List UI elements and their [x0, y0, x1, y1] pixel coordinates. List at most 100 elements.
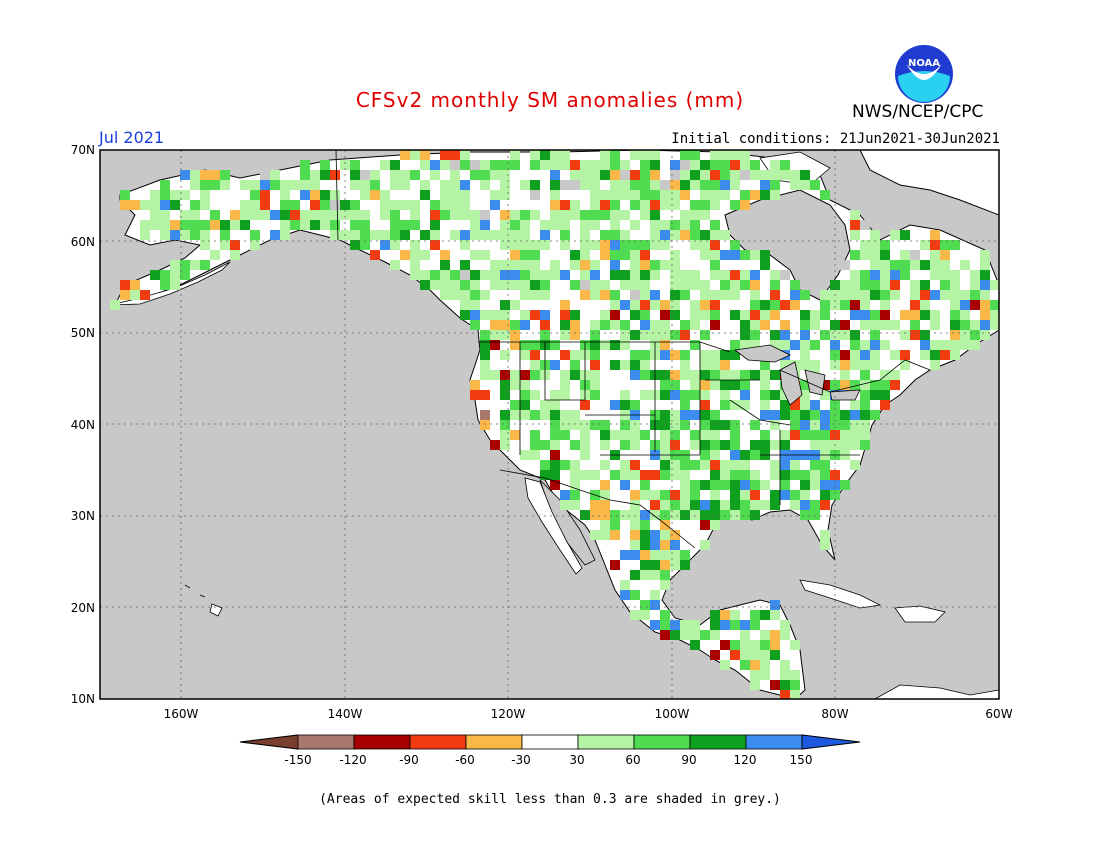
anomaly-cell: [460, 160, 470, 170]
lon-label: 60W: [985, 707, 1012, 721]
anomaly-cell: [820, 420, 830, 430]
anomaly-cell: [850, 350, 860, 360]
anomaly-cell: [550, 420, 560, 430]
anomaly-cell: [320, 160, 330, 170]
anomaly-cell: [720, 660, 730, 670]
anomaly-cell: [200, 190, 210, 200]
anomaly-cell: [660, 490, 670, 500]
colorbar-swatch: [465, 734, 523, 750]
anomaly-cell: [440, 290, 450, 300]
anomaly-cell: [160, 210, 170, 220]
lat-label: 40N: [71, 418, 95, 432]
anomaly-cell: [360, 240, 370, 250]
anomaly-cell: [360, 210, 370, 220]
anomaly-cell: [680, 360, 690, 370]
anomaly-cell: [200, 200, 210, 210]
anomaly-cell: [730, 370, 740, 380]
anomaly-cell: [620, 250, 630, 260]
anomaly-cell: [850, 250, 860, 260]
anomaly-cell: [440, 210, 450, 220]
initial-conditions-label: Initial conditions: 21Jun2021-30Jun2021: [671, 131, 1000, 147]
anomaly-cell: [360, 190, 370, 200]
anomaly-cell: [880, 310, 890, 320]
anomaly-cell: [580, 160, 590, 170]
anomaly-cell: [750, 160, 760, 170]
anomaly-cell: [820, 500, 830, 510]
anomaly-cell: [710, 610, 720, 620]
anomaly-cell: [680, 180, 690, 190]
anomaly-cell: [570, 310, 580, 320]
anomaly-cell: [710, 500, 720, 510]
anomaly-cell: [710, 150, 720, 160]
anomaly-cell: [520, 180, 530, 190]
anomaly-cell: [620, 510, 630, 520]
colorbar: [239, 734, 861, 750]
anomaly-cell: [580, 280, 590, 290]
anomaly-cell: [240, 210, 250, 220]
anomaly-cell: [890, 370, 900, 380]
anomaly-cell: [820, 490, 830, 500]
anomaly-cell: [900, 350, 910, 360]
anomaly-cell: [380, 230, 390, 240]
anomaly-cell: [660, 300, 670, 310]
anomaly-cell: [970, 300, 980, 310]
anomaly-cell: [500, 220, 510, 230]
anomaly-cell: [680, 350, 690, 360]
anomaly-cell: [800, 360, 810, 370]
anomaly-cell: [510, 300, 520, 310]
anomaly-cell: [750, 650, 760, 660]
anomaly-cell: [610, 240, 620, 250]
anomaly-cell: [450, 200, 460, 210]
anomaly-cell: [860, 440, 870, 450]
anomaly-cell: [640, 530, 650, 540]
anomaly-cell: [710, 410, 720, 420]
anomaly-cell: [730, 380, 740, 390]
anomaly-cell: [420, 180, 430, 190]
anomaly-cell: [590, 280, 600, 290]
anomaly-cell: [180, 260, 190, 270]
anomaly-cell: [730, 290, 740, 300]
anomaly-cell: [580, 180, 590, 190]
anomaly-cell: [790, 400, 800, 410]
anomaly-cell: [620, 470, 630, 480]
anomaly-cell: [510, 250, 520, 260]
anomaly-cell: [710, 160, 720, 170]
anomaly-cell: [640, 170, 650, 180]
anomaly-cell: [960, 330, 970, 340]
anomaly-cell: [820, 290, 830, 300]
anomaly-cell: [200, 180, 210, 190]
anomaly-cell: [600, 500, 610, 510]
anomaly-cell: [900, 250, 910, 260]
anomaly-cell: [620, 240, 630, 250]
anomaly-cell: [820, 460, 830, 470]
anomaly-cell: [690, 630, 700, 640]
anomaly-cell: [910, 290, 920, 300]
anomaly-cell: [860, 270, 870, 280]
anomaly-cell: [840, 480, 850, 490]
anomaly-cell: [400, 180, 410, 190]
anomaly-cell: [760, 670, 770, 680]
anomaly-cell: [450, 190, 460, 200]
anomaly-cell: [790, 290, 800, 300]
anomaly-cell: [940, 240, 950, 250]
anomaly-cell: [590, 370, 600, 380]
anomaly-cell: [790, 670, 800, 680]
anomaly-cell: [450, 270, 460, 280]
anomaly-cell: [420, 160, 430, 170]
anomaly-cell: [730, 640, 740, 650]
anomaly-cell: [600, 290, 610, 300]
anomaly-cell: [860, 360, 870, 370]
anomaly-cell: [930, 230, 940, 240]
anomaly-cell: [760, 370, 770, 380]
anomaly-cell: [850, 290, 860, 300]
anomaly-cell: [780, 490, 790, 500]
anomaly-cell: [480, 210, 490, 220]
anomaly-cell: [350, 220, 360, 230]
anomaly-cell: [480, 310, 490, 320]
anomaly-cell: [240, 180, 250, 190]
anomaly-cell: [900, 260, 910, 270]
anomaly-cell: [850, 430, 860, 440]
anomaly-cell: [540, 400, 550, 410]
anomaly-cell: [640, 330, 650, 340]
anomaly-cell: [910, 320, 920, 330]
